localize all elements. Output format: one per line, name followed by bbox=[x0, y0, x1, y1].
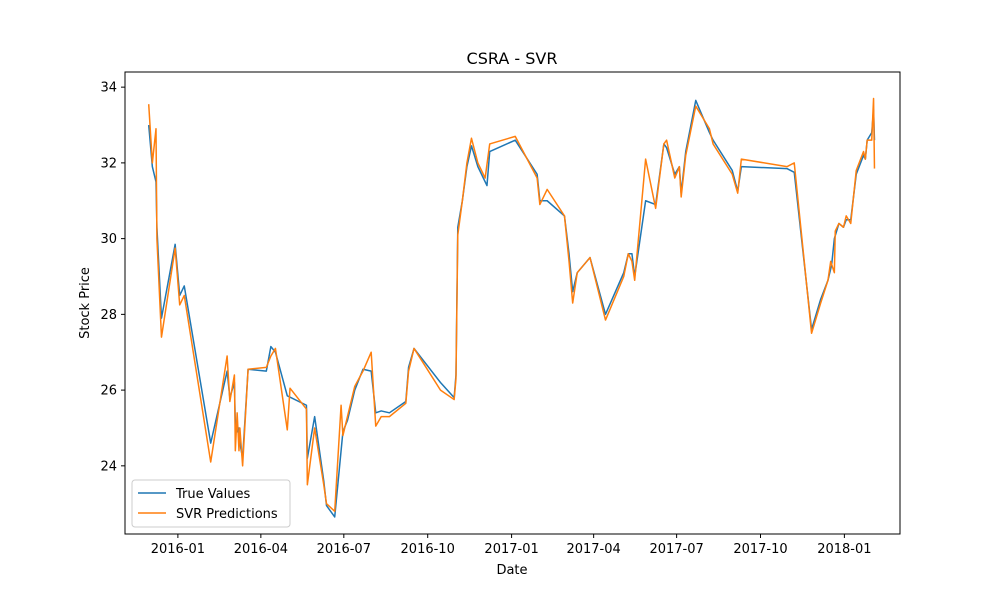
y-tick-label: 34 bbox=[100, 81, 117, 96]
y-axis-title: Stock Price bbox=[78, 267, 93, 339]
x-tick-label: 2017-01 bbox=[484, 542, 538, 557]
x-tick-label: 2016-04 bbox=[234, 542, 288, 557]
y-tick-label: 24 bbox=[100, 459, 117, 474]
x-tick-label: 2018-01 bbox=[817, 542, 871, 557]
y-axis: 24 26 28 30 32 34 bbox=[100, 81, 125, 474]
legend-label-true-values: True Values bbox=[175, 487, 250, 502]
y-tick-label: 30 bbox=[100, 232, 117, 247]
x-tick-label: 2017-04 bbox=[566, 542, 620, 557]
x-tick-label: 2016-10 bbox=[401, 542, 455, 557]
plot-area-frame bbox=[124, 71, 901, 535]
x-tick-label: 2017-10 bbox=[733, 542, 787, 557]
x-tick-label: 2016-01 bbox=[151, 542, 205, 557]
x-axis: 2016-01 2016-04 2016-07 2016-10 2017-01 2017-… bbox=[151, 534, 872, 557]
x-tick-label: 2016-07 bbox=[317, 542, 371, 557]
chart-title: CSRA - SVR bbox=[467, 49, 558, 68]
series-line-svr-predictions bbox=[147, 97, 876, 513]
legend: True Values SVR Predictions bbox=[131, 479, 291, 528]
y-tick-label: 28 bbox=[100, 308, 117, 323]
legend-label-svr-predictions: SVR Predictions bbox=[176, 507, 278, 522]
x-axis-title: Date bbox=[496, 563, 527, 578]
y-tick-label: 26 bbox=[100, 384, 117, 399]
y-tick-label: 32 bbox=[100, 156, 117, 171]
x-tick-label: 2017-07 bbox=[649, 542, 703, 557]
series-layer bbox=[147, 97, 876, 518]
legend-box bbox=[131, 479, 291, 528]
